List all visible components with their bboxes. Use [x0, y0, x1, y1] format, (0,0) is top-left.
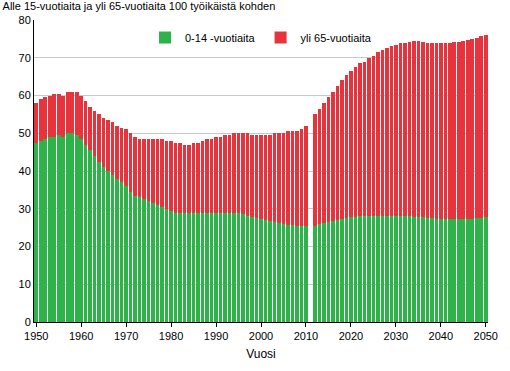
- svg-text:10: 10: [19, 278, 31, 290]
- svg-text:70: 70: [19, 52, 31, 64]
- svg-text:2010: 2010: [294, 330, 318, 342]
- svg-text:1970: 1970: [114, 330, 138, 342]
- svg-text:1960: 1960: [69, 330, 93, 342]
- svg-text:2020: 2020: [339, 330, 363, 342]
- svg-text:40: 40: [19, 165, 31, 177]
- svg-text:20: 20: [19, 240, 31, 252]
- svg-text:2040: 2040: [429, 330, 453, 342]
- svg-text:80: 80: [19, 14, 31, 26]
- svg-text:50: 50: [19, 127, 31, 139]
- svg-text:Alle 15-vuotiaita ja yli 65-vu: Alle 15-vuotiaita ja yli 65-vuotiaita 10…: [3, 0, 276, 12]
- svg-text:Vuosi: Vuosi: [246, 347, 276, 361]
- svg-text:1990: 1990: [204, 330, 228, 342]
- svg-text:2050: 2050: [474, 330, 498, 342]
- svg-text:1980: 1980: [159, 330, 183, 342]
- svg-text:0-14 -vuotiaita: 0-14 -vuotiaita: [185, 32, 256, 44]
- svg-text:yli 65-vuotiaita: yli 65-vuotiaita: [301, 32, 372, 44]
- svg-text:2000: 2000: [249, 330, 273, 342]
- svg-text:60: 60: [19, 89, 31, 101]
- svg-text:0: 0: [25, 316, 31, 328]
- svg-text:2030: 2030: [384, 330, 408, 342]
- svg-text:30: 30: [19, 203, 31, 215]
- svg-text:1950: 1950: [24, 330, 48, 342]
